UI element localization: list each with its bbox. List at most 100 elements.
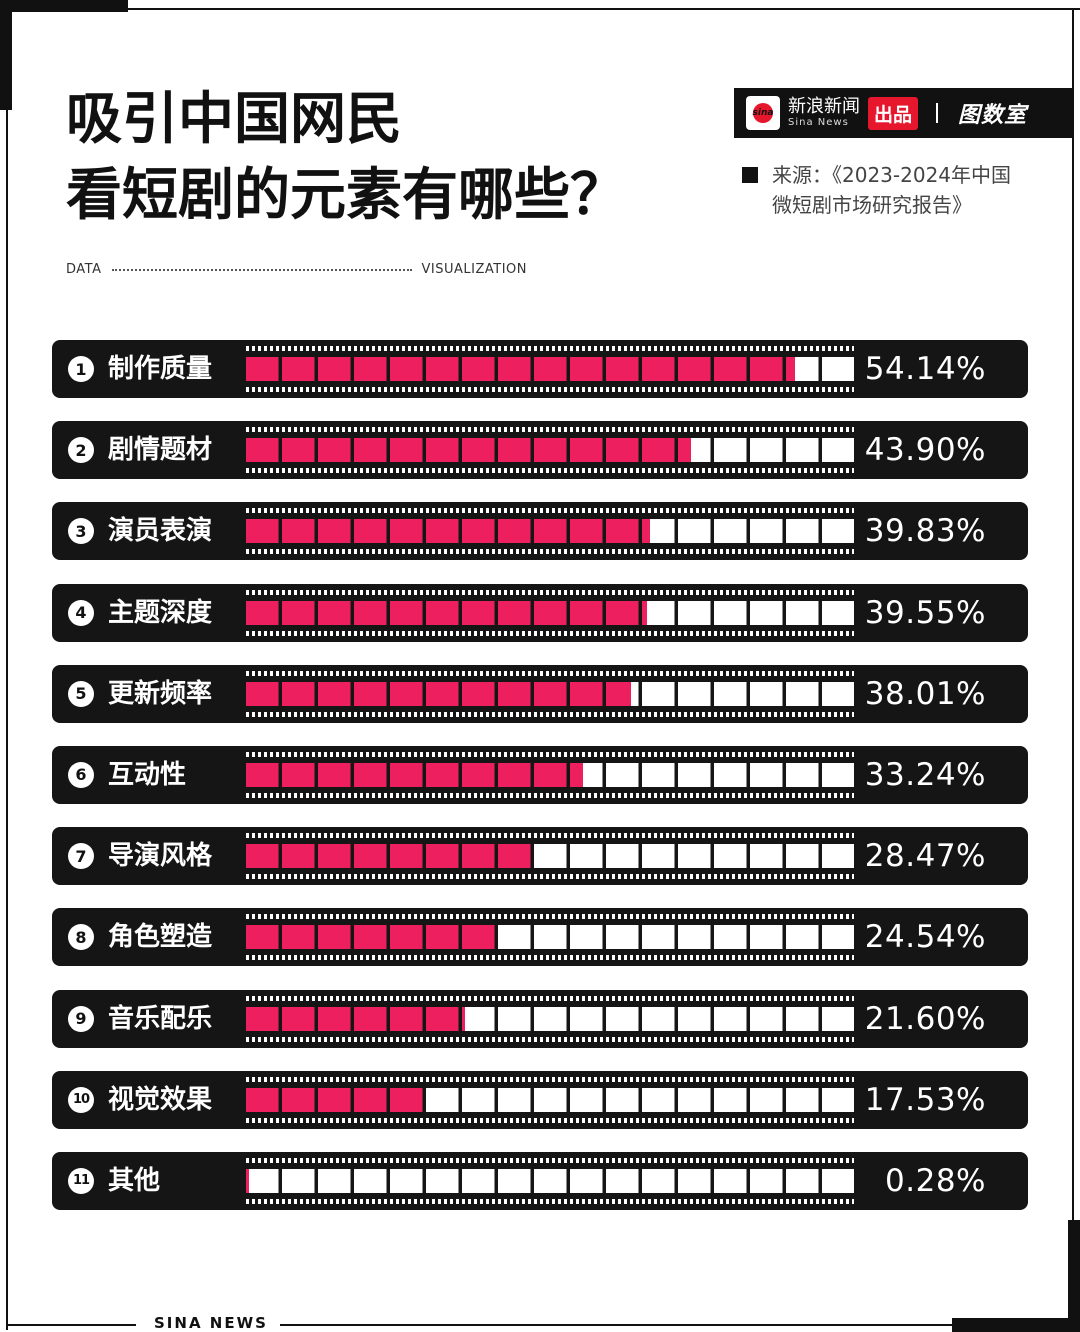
tagline-right: VISUALIZATION <box>421 262 527 277</box>
film-strip-bar <box>246 914 854 961</box>
frame-corner-top-left <box>0 0 128 12</box>
film-perforation-bottom <box>246 1117 854 1123</box>
film-strip-bar <box>246 1076 854 1123</box>
film-strip-bar <box>246 427 854 474</box>
value-label: 28.47% <box>864 838 986 875</box>
value-label: 17.53% <box>864 1081 986 1118</box>
category-label: 剧情题材 <box>108 435 213 466</box>
film-perforation-top <box>246 833 854 839</box>
value-label: 54.14% <box>864 351 986 387</box>
category-label: 互动性 <box>108 759 187 790</box>
bar-track <box>246 600 854 625</box>
category-label: 角色塑造 <box>108 922 213 953</box>
value-label: 39.55% <box>864 594 986 631</box>
bar-row: 9 音乐配乐 21.60% <box>52 989 1028 1048</box>
film-perforation-bottom <box>246 792 854 798</box>
film-frame-dividers <box>246 681 854 706</box>
bar-row: 11 其他 0.28% <box>52 1151 1028 1210</box>
bar-row: 4 主题深度 39.55% <box>52 583 1028 642</box>
film-strip-bar <box>246 346 854 392</box>
category-label: 更新频率 <box>108 678 213 709</box>
film-frame-dividers <box>246 1087 854 1112</box>
film-perforation-top <box>246 427 854 433</box>
film-strip-bar <box>246 995 854 1042</box>
film-frame-dividers <box>246 357 854 381</box>
title-line-2-text: 看短剧的元素有哪些？ <box>66 163 626 228</box>
film-perforation-top <box>246 914 854 920</box>
film-perforation-bottom <box>246 387 854 392</box>
film-perforation-bottom <box>246 468 854 474</box>
category-label: 演员表演 <box>108 516 213 547</box>
film-frame-dividers <box>246 1006 854 1031</box>
film-frame-dividers <box>246 600 854 625</box>
rank-badge: 2 <box>68 437 94 464</box>
rank-badge: 5 <box>68 680 94 707</box>
film-perforation-bottom <box>246 874 854 880</box>
rank-badge: 3 <box>68 518 94 545</box>
film-strip-bar <box>246 1157 854 1204</box>
frame-corner-bottom-right-horizontal <box>952 1318 1080 1332</box>
film-perforation-top <box>246 589 854 595</box>
bar-track <box>246 844 854 869</box>
bar-track <box>246 762 854 787</box>
frame-top-line <box>0 8 1080 10</box>
brand-badge: 出品 <box>868 96 919 130</box>
film-frame-dividers <box>246 1168 854 1193</box>
rank-badge: 1 <box>68 356 94 382</box>
brand-name: 新浪新闻 Sina News <box>788 97 860 129</box>
film-perforation-top <box>246 995 854 1001</box>
rank-badge: 9 <box>68 1005 94 1032</box>
frame-bottom-line-right <box>280 1324 960 1326</box>
film-strip-bar <box>246 508 854 555</box>
rank-badge: 8 <box>68 924 94 951</box>
bar-track <box>246 681 854 706</box>
film-perforation-bottom <box>246 1198 854 1204</box>
bar-track <box>246 519 854 544</box>
brand-bar: sina 新浪新闻 Sina News 出品 图数室 <box>734 88 1074 138</box>
rank-badge: 4 <box>68 599 94 626</box>
brand-name-en: Sina News <box>788 117 849 128</box>
source-line-2: 微短剧市场研究报告》 <box>772 193 972 217</box>
value-label: 43.90% <box>864 432 986 469</box>
film-frame-dividers <box>246 762 854 787</box>
bar-chart: 1 制作质量 54.14% 2 剧情题材 43.90% 3 演员表演 39.83% 4 主题深度 39… <box>52 340 1028 1233</box>
bar-row: 5 更新频率 38.01% <box>52 664 1028 723</box>
film-perforation-bottom <box>246 1036 854 1042</box>
bar-row: 7 导演风格 28.47% <box>52 827 1028 886</box>
sina-logo-icon: sina <box>746 96 780 130</box>
tagline: DATA VISUALIZATION <box>66 262 527 277</box>
bar-row: 10 视觉效果 17.53% <box>52 1070 1028 1129</box>
sina-eye-icon <box>753 103 773 123</box>
film-strip-bar <box>246 670 854 717</box>
value-label: 33.24% <box>864 756 986 793</box>
category-label: 导演风格 <box>108 841 213 872</box>
value-label: 24.54% <box>864 919 986 956</box>
value-label: 38.01% <box>864 675 986 712</box>
film-frame-dividers <box>246 844 854 869</box>
bar-track <box>246 1087 854 1112</box>
brand-separator <box>936 103 939 123</box>
frame-bottom-line-left <box>6 1324 136 1326</box>
value-label: 39.83% <box>864 513 986 550</box>
category-label: 主题深度 <box>108 597 213 628</box>
film-strip-bar <box>246 833 854 880</box>
page-title: 吸引中国网民 看短剧的元素有哪些？ <box>66 82 626 234</box>
rank-badge: 11 <box>68 1167 94 1194</box>
film-perforation-bottom <box>246 549 854 555</box>
bar-track <box>246 438 854 463</box>
frame-left-line <box>6 8 8 1330</box>
film-perforation-top <box>246 751 854 757</box>
film-frame-dividers <box>246 925 854 950</box>
source-line-1: 来源：《2023-2024年中国 <box>772 163 1012 187</box>
bar-track <box>246 1006 854 1031</box>
bar-track <box>246 1168 854 1193</box>
bar-track <box>246 357 854 381</box>
film-strip-bar <box>246 589 854 636</box>
rank-badge: 10 <box>68 1086 94 1113</box>
source-note: 来源：《2023-2024年中国 微短剧市场研究报告》 <box>742 160 1062 220</box>
value-label: 21.60% <box>864 1000 986 1037</box>
title-line-1: 吸引中国网民 <box>66 87 402 152</box>
category-label: 音乐配乐 <box>108 1003 213 1034</box>
bar-row: 2 剧情题材 43.90% <box>52 421 1028 480</box>
brand-name-cn: 新浪新闻 <box>788 96 860 117</box>
